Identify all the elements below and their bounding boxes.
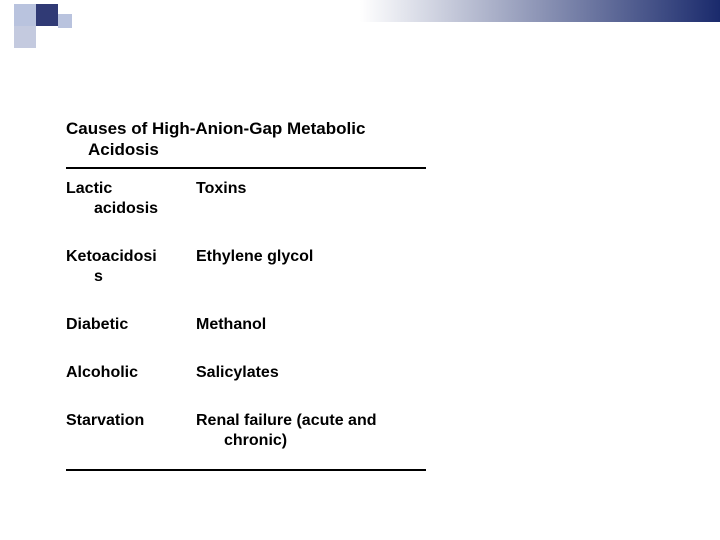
causes-table: Lactic acidosis Toxins Ketoacidosi s Eth… — [66, 169, 426, 471]
cell-text: Diabetic — [66, 316, 128, 333]
cell-text: Renal failure (acute and — [196, 412, 377, 429]
title-line1: Causes of High-Anion-Gap Metabolic — [66, 119, 365, 138]
table-cell: Salicylates — [196, 353, 426, 401]
table-cell: Methanol — [196, 305, 426, 353]
cell-text: Starvation — [66, 412, 144, 429]
table-row: Ketoacidosi s Ethylene glycol — [66, 237, 426, 305]
table-cell: Toxins — [196, 169, 426, 237]
table-cell: Lactic acidosis — [66, 169, 196, 237]
decor-square — [36, 4, 58, 26]
table-row: Alcoholic Salicylates — [66, 353, 426, 401]
cell-text: Toxins — [196, 180, 246, 197]
slide-content: Causes of High-Anion-Gap Metabolic Acido… — [66, 118, 426, 471]
slide-title: Causes of High-Anion-Gap Metabolic Acido… — [66, 118, 426, 169]
table-cell: Diabetic — [66, 305, 196, 353]
table-row: Starvation Renal failure (acute and chro… — [66, 401, 426, 470]
cell-text: Methanol — [196, 316, 266, 333]
decor-square — [14, 26, 36, 48]
table-row: Lactic acidosis Toxins — [66, 169, 426, 237]
cell-text: Alcoholic — [66, 364, 138, 381]
title-line2: Acidosis — [66, 139, 426, 160]
cell-text: chronic) — [196, 431, 420, 451]
table-cell: Starvation — [66, 401, 196, 470]
decor-square — [14, 4, 36, 26]
decor-square — [58, 14, 72, 28]
cell-text: Ethylene glycol — [196, 248, 313, 265]
cell-text: Ketoacidosi — [66, 248, 157, 265]
table-cell: Ethylene glycol — [196, 237, 426, 305]
table-cell: Alcoholic — [66, 353, 196, 401]
table-row: Diabetic Methanol — [66, 305, 426, 353]
cell-text: Salicylates — [196, 364, 279, 381]
cell-text: s — [66, 267, 190, 287]
table-cell: Ketoacidosi s — [66, 237, 196, 305]
cell-text: acidosis — [66, 199, 190, 219]
header-gradient — [360, 0, 720, 22]
table-cell: Renal failure (acute and chronic) — [196, 401, 426, 470]
cell-text: Lactic — [66, 180, 112, 197]
